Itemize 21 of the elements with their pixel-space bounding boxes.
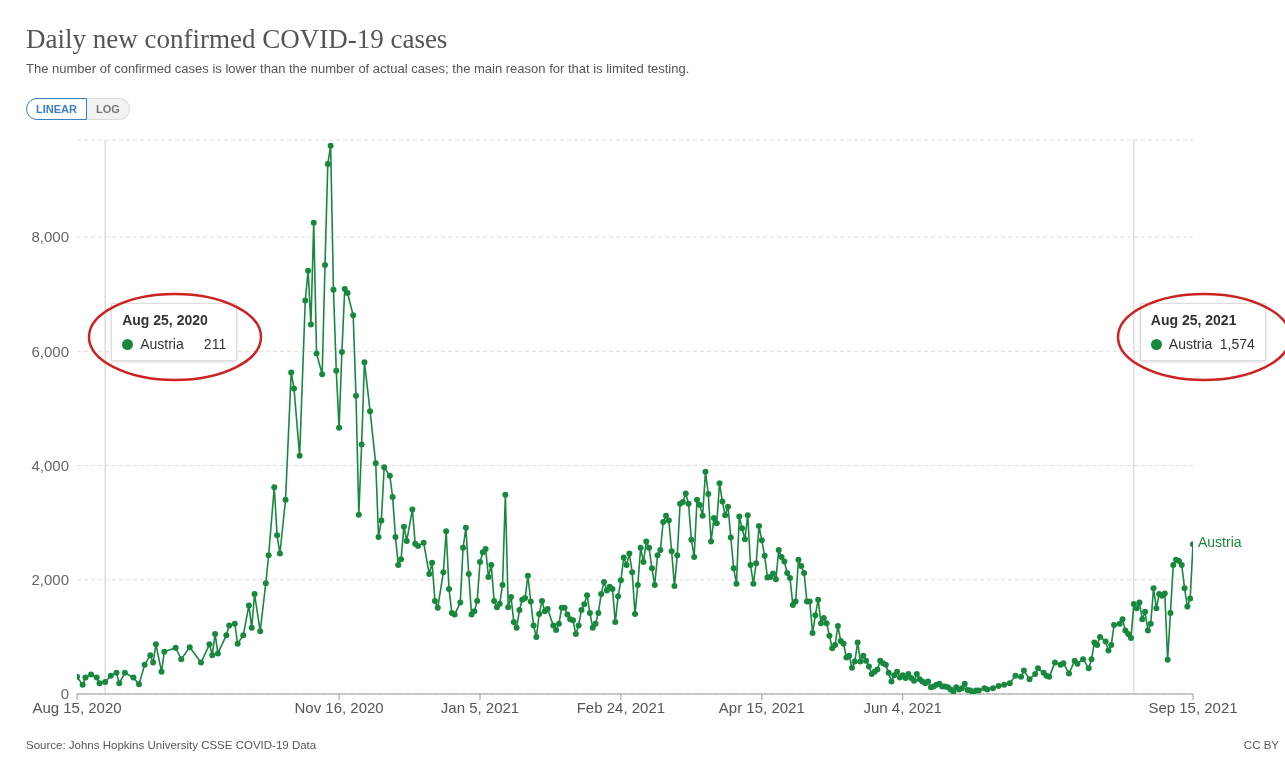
- annotation: Aug 25, 2021: [1150, 312, 1238, 328]
- annotation: Aug 25, 2020: [122, 312, 209, 328]
- text: 1,574: [1219, 336, 1255, 352]
- legend-label: Austria: [140, 336, 185, 352]
- text: Austria: [1198, 534, 1242, 551]
- x-tick-label: Jan 5, 2021: [440, 698, 520, 716]
- chart-title: Daily new confirmed COVID-19 cases: [26, 24, 448, 55]
- y-tick-label: 2,000: [31, 571, 69, 589]
- text: CC BY: [1243, 739, 1279, 751]
- chart-subtitle: The number of confirmed cases is lower than the number of actual cases; the main reason for that is limited testing.: [26, 61, 690, 76]
- x-tick-label: Feb 24, 2021: [576, 698, 666, 716]
- text: Austria: [1168, 336, 1213, 352]
- y-tick-label: 8,000: [31, 228, 69, 246]
- x-tick-label: Apr 15, 2021: [718, 698, 805, 716]
- y-tick-label: 6,000: [31, 342, 69, 360]
- y-tick-label: 4,000: [31, 456, 69, 474]
- x-tick-label: Sep 15, 2021: [1148, 698, 1238, 716]
- annotation: 211: [203, 336, 227, 352]
- x-tick-label: Nov 16, 2020: [294, 698, 384, 716]
- x-tick-label: Jun 4, 2021: [863, 698, 942, 716]
- source-note: Source: Johns Hopkins University CSSE COVID-19 Data: [26, 739, 317, 751]
